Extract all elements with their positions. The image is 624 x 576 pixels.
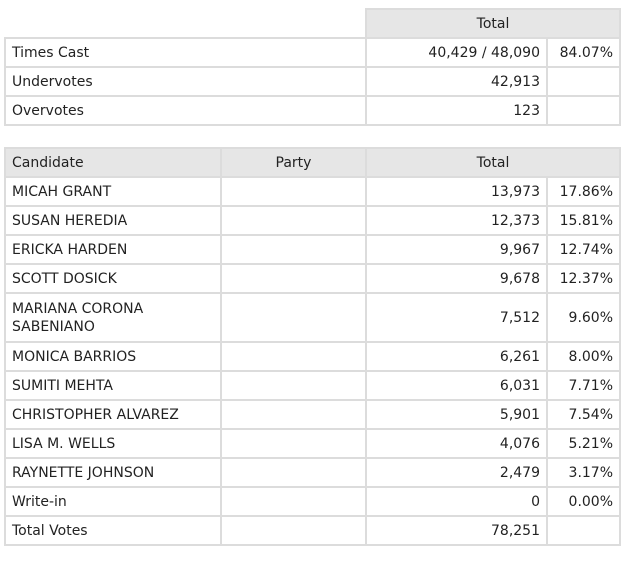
candidate-percent: 7.71% xyxy=(545,370,622,401)
total-votes-party xyxy=(220,515,367,546)
candidate-percent: 7.54% xyxy=(545,399,622,430)
candidate-percent: 5.21% xyxy=(545,428,622,459)
candidate-party xyxy=(220,234,367,265)
candidate-name: SUMITI MEHTA xyxy=(4,370,222,401)
summary-header-total: Total xyxy=(364,8,622,39)
summary-header-row: Total xyxy=(4,8,622,39)
table-row: SUMITI MEHTA 6,031 7.71% xyxy=(4,370,622,401)
summary-label: Overvotes xyxy=(4,95,367,126)
total-votes-percent xyxy=(545,515,622,546)
candidate-total: 13,973 xyxy=(365,176,548,207)
candidate-party xyxy=(220,292,367,343)
candidate-total: 12,373 xyxy=(365,205,548,236)
summary-total: 42,913 xyxy=(365,66,548,97)
candidate-percent: 12.74% xyxy=(545,234,622,265)
table-row: SUSAN HEREDIA 12,373 15.81% xyxy=(4,205,622,236)
table-row: MICAH GRANT 13,973 17.86% xyxy=(4,176,622,207)
candidate-total: 6,261 xyxy=(365,341,548,372)
candidate-party xyxy=(220,370,367,401)
candidate-name: MICAH GRANT xyxy=(4,176,222,207)
candidate-percent: 0.00% xyxy=(545,486,622,517)
candidate-percent: 9.60% xyxy=(545,292,622,343)
candidate-total: 4,076 xyxy=(365,428,548,459)
summary-label: Times Cast xyxy=(4,37,367,68)
table-row: ERICKA HARDEN 9,967 12.74% xyxy=(4,234,622,265)
candidate-party xyxy=(220,486,367,517)
total-votes-row: Total Votes 78,251 xyxy=(4,515,622,546)
candidate-party xyxy=(220,205,367,236)
candidate-name: MONICA BARRIOS xyxy=(4,341,222,372)
candidate-total: 9,967 xyxy=(365,234,548,265)
header-candidate: Candidate xyxy=(4,147,222,178)
table-row: MARIANA CORONA SABENIANO 7,512 9.60% xyxy=(4,292,622,343)
candidate-name: Write-in xyxy=(4,486,222,517)
candidate-name: MARIANA CORONA SABENIANO xyxy=(4,292,222,343)
summary-percent: 84.07% xyxy=(545,37,622,68)
summary-percent xyxy=(545,66,622,97)
summary-row-undervotes: Undervotes 42,913 xyxy=(4,66,622,97)
table-row: RAYNETTE JOHNSON 2,479 3.17% xyxy=(4,457,622,488)
candidate-party xyxy=(220,428,367,459)
candidate-name: ERICKA HARDEN xyxy=(4,234,222,265)
summary-row-overvotes: Overvotes 123 xyxy=(4,95,622,126)
candidate-party xyxy=(220,457,367,488)
candidate-name: CHRISTOPHER ALVAREZ xyxy=(4,399,222,430)
candidate-percent: 12.37% xyxy=(545,263,622,294)
candidate-name: RAYNETTE JOHNSON xyxy=(4,457,222,488)
header-party: Party xyxy=(220,147,367,178)
table-row: LISA M. WELLS 4,076 5.21% xyxy=(4,428,622,459)
header-total: Total xyxy=(364,147,622,178)
candidate-party xyxy=(220,341,367,372)
candidate-total: 2,479 xyxy=(365,457,548,488)
total-votes-value: 78,251 xyxy=(365,515,548,546)
candidate-total: 7,512 xyxy=(365,292,548,343)
summary-total: 40,429 / 48,090 xyxy=(365,37,548,68)
candidate-name: SCOTT DOSICK xyxy=(4,263,222,294)
summary-label: Undervotes xyxy=(4,66,367,97)
table-row: CHRISTOPHER ALVAREZ 5,901 7.54% xyxy=(4,399,622,430)
candidate-total: 6,031 xyxy=(365,370,548,401)
results-header-row: Candidate Party Total xyxy=(4,147,622,178)
table-row: MONICA BARRIOS 6,261 8.00% xyxy=(4,341,622,372)
candidate-percent: 3.17% xyxy=(545,457,622,488)
candidate-total: 9,678 xyxy=(365,263,548,294)
candidate-party xyxy=(220,176,367,207)
candidate-percent: 8.00% xyxy=(545,341,622,372)
candidate-party xyxy=(220,263,367,294)
candidate-name: LISA M. WELLS xyxy=(4,428,222,459)
candidate-party xyxy=(220,399,367,430)
results-table: Candidate Party Total MICAH GRANT 13,973… xyxy=(4,147,622,546)
summary-header-blank xyxy=(4,8,367,39)
candidate-total: 5,901 xyxy=(365,399,548,430)
table-row: Write-in 0 0.00% xyxy=(4,486,622,517)
summary-total: 123 xyxy=(365,95,548,126)
summary-table: Total Times Cast 40,429 / 48,090 84.07% … xyxy=(4,8,622,126)
candidate-total: 0 xyxy=(365,486,548,517)
total-votes-label: Total Votes xyxy=(4,515,222,546)
summary-percent xyxy=(545,95,622,126)
table-row: SCOTT DOSICK 9,678 12.37% xyxy=(4,263,622,294)
candidate-name: SUSAN HEREDIA xyxy=(4,205,222,236)
summary-row-times-cast: Times Cast 40,429 / 48,090 84.07% xyxy=(4,37,622,68)
candidate-percent: 17.86% xyxy=(545,176,622,207)
candidate-percent: 15.81% xyxy=(545,205,622,236)
